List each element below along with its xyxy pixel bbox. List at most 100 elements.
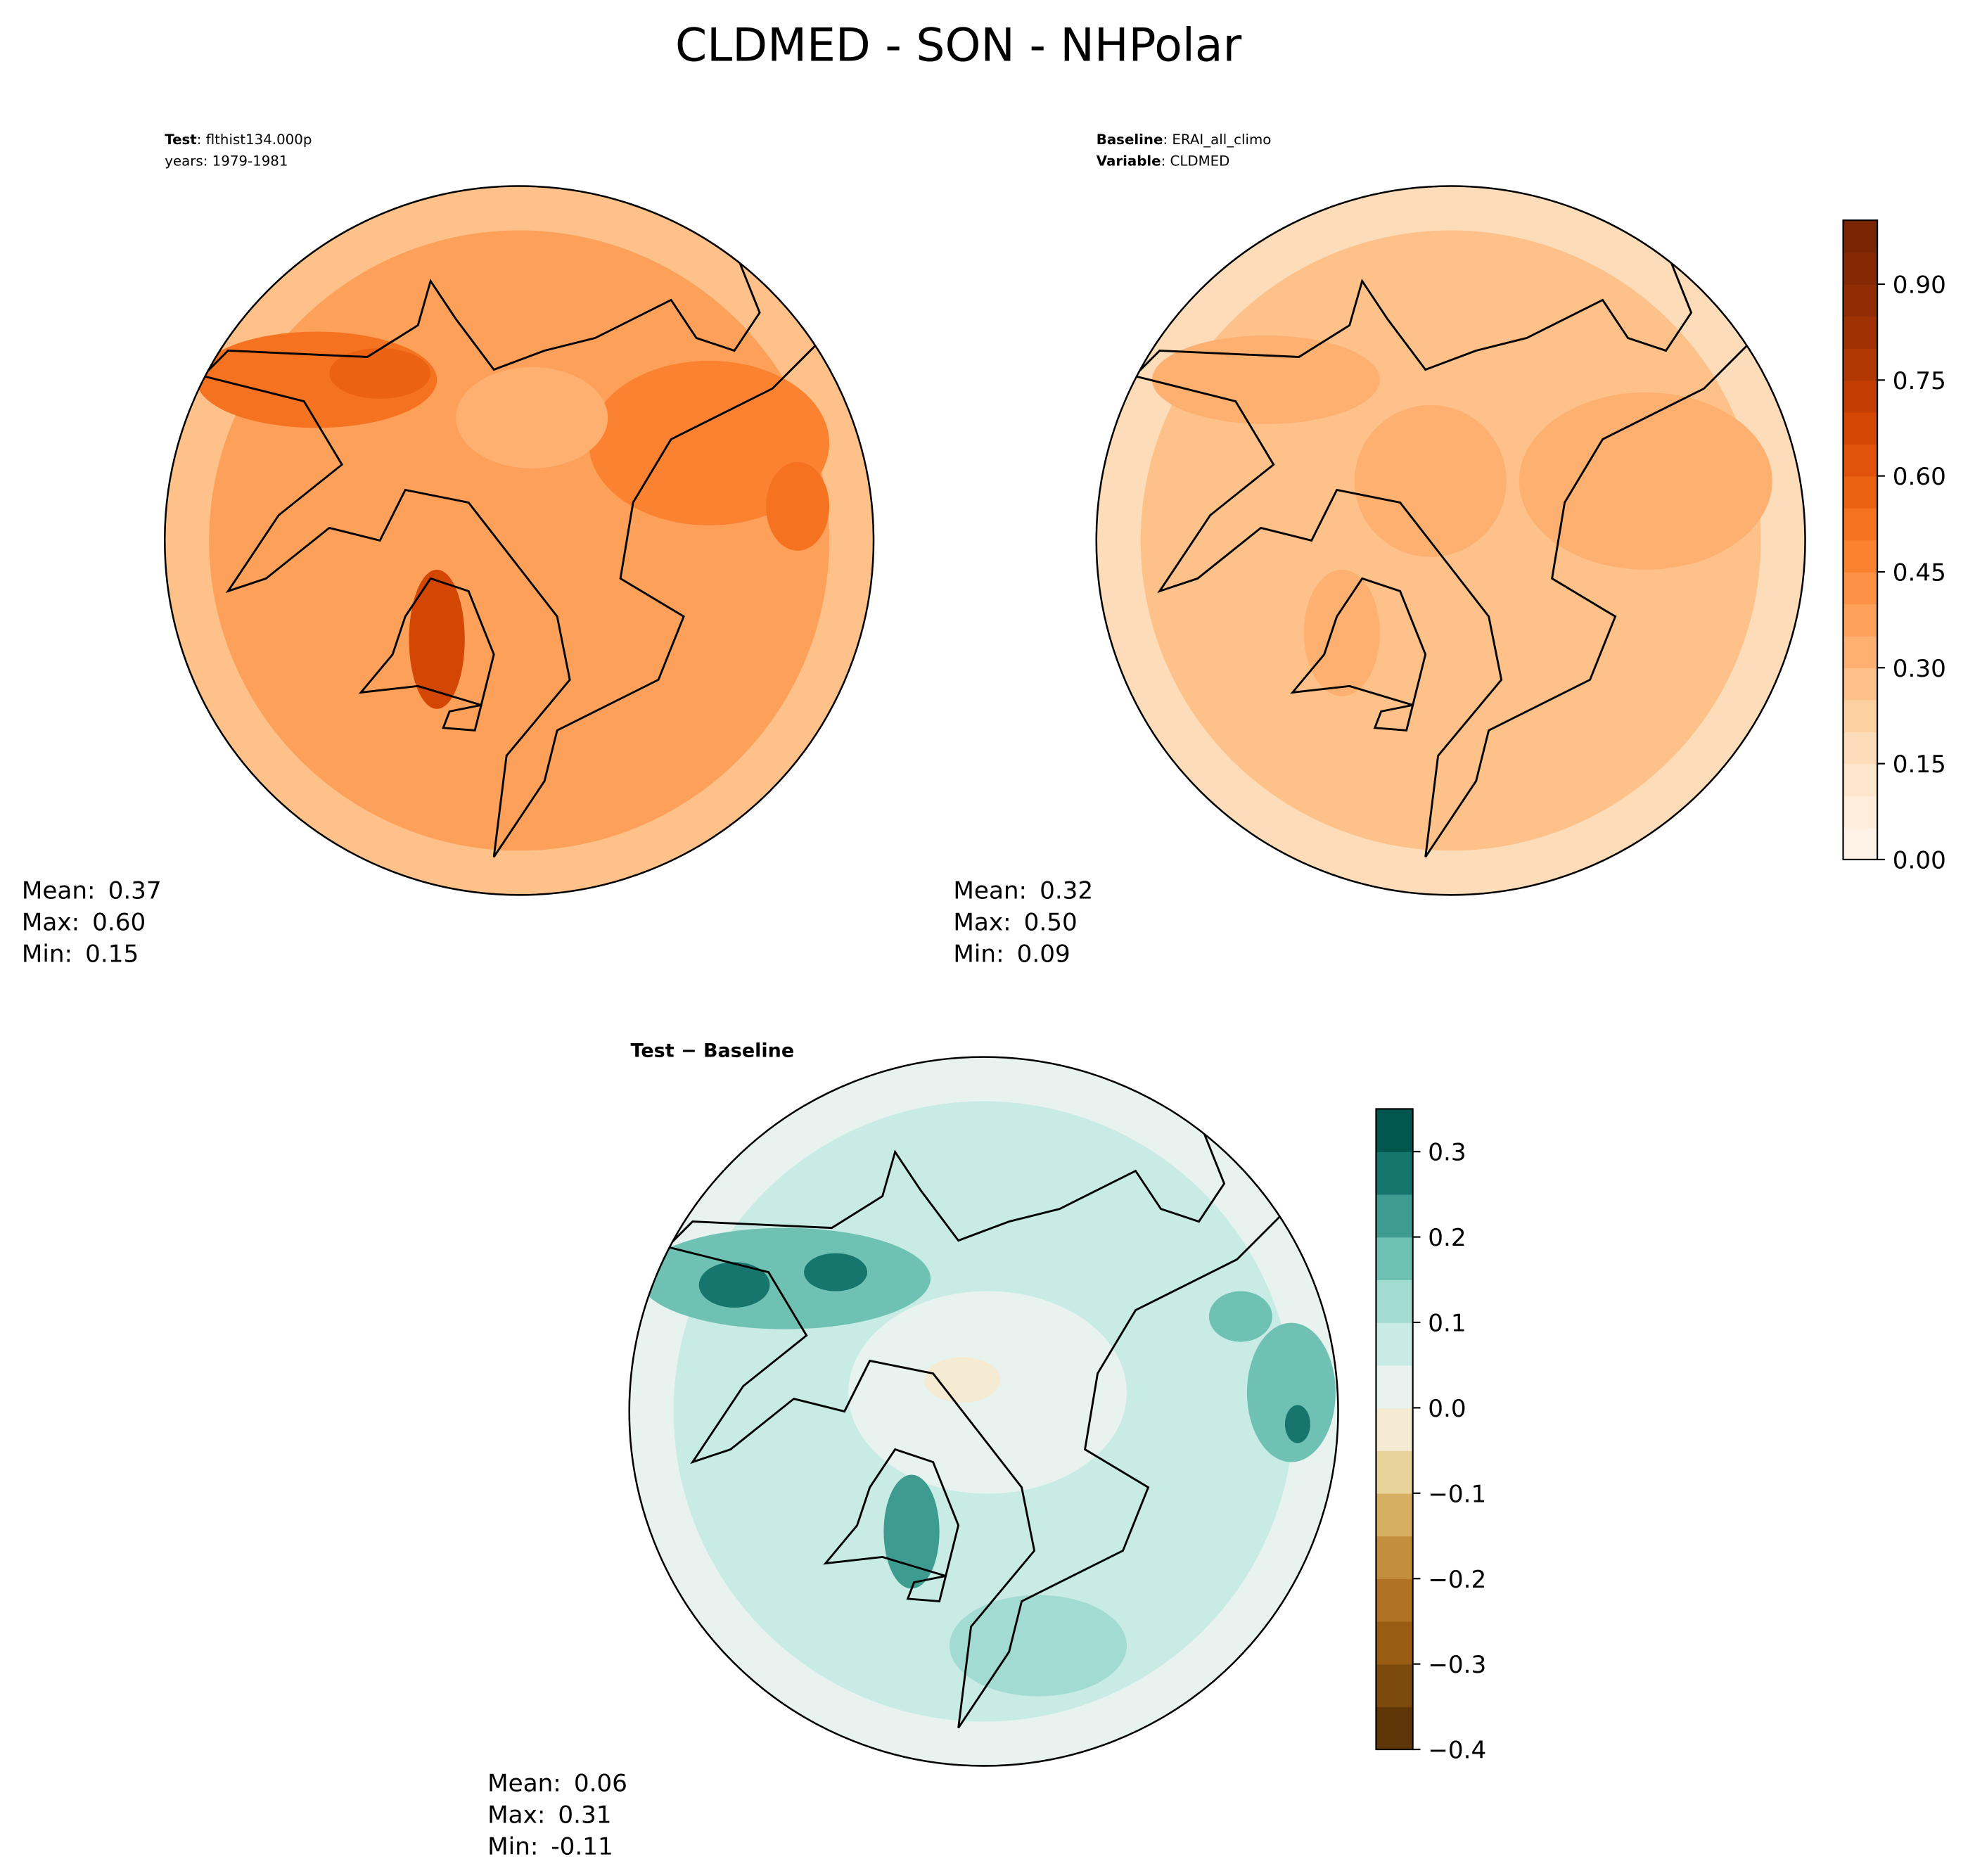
panel-header: Variable: CLDMED bbox=[1097, 153, 1230, 170]
map-boundary bbox=[1095, 185, 1806, 896]
map-boundary bbox=[628, 1056, 1339, 1767]
stat-line: Min: 0.09 bbox=[953, 940, 1070, 969]
stat-label: Mean: bbox=[487, 1769, 561, 1797]
stat-value: 0.31 bbox=[558, 1801, 611, 1829]
colorbar-frame bbox=[1375, 1108, 1414, 1751]
colorbar-tick-label: 0.15 bbox=[1893, 751, 1946, 779]
colorbar-band bbox=[1376, 1194, 1413, 1238]
panel-header: Test: flthist134.000p bbox=[165, 132, 312, 148]
map-field bbox=[209, 230, 830, 851]
stat-value: 0.06 bbox=[574, 1769, 627, 1797]
stat-value: 0.09 bbox=[1017, 940, 1070, 969]
field-contour bbox=[1246, 1322, 1336, 1462]
header-text: years: 1979-1981 bbox=[165, 153, 288, 170]
colorbar-band bbox=[1376, 1578, 1413, 1622]
field-contour bbox=[639, 1227, 931, 1329]
colorbar-band bbox=[1376, 1536, 1413, 1579]
colorbar-band bbox=[1376, 1151, 1413, 1195]
colorbar-band bbox=[1843, 284, 1878, 317]
coastline bbox=[906, 1574, 947, 1603]
field-contour bbox=[1208, 1291, 1272, 1342]
map bbox=[629, 1057, 1338, 1766]
colorbar-frame bbox=[1842, 219, 1879, 861]
coastline bbox=[200, 248, 863, 858]
field-contour bbox=[766, 461, 830, 551]
stat-line: Max: 0.50 bbox=[953, 909, 1077, 937]
field-contour bbox=[950, 1595, 1127, 1697]
stat-value: 0.15 bbox=[85, 940, 139, 969]
stat-label: Mean: bbox=[953, 877, 1027, 905]
colorbar-band bbox=[1843, 476, 1878, 509]
panel-header: Test − Baseline bbox=[631, 1040, 795, 1062]
colorbar-tick-label: 0.60 bbox=[1893, 463, 1946, 491]
stat-line: Min: -0.11 bbox=[487, 1832, 613, 1861]
colorbar-band bbox=[1376, 1280, 1413, 1323]
colorbar-band bbox=[1843, 508, 1878, 541]
field-contour bbox=[456, 366, 608, 468]
colorbar-tick-label: 0.75 bbox=[1893, 367, 1946, 395]
field-contour bbox=[1151, 335, 1380, 424]
colorbar-tick-label: −0.2 bbox=[1428, 1566, 1486, 1594]
stat-value: 0.37 bbox=[108, 877, 162, 905]
stat-label: Max: bbox=[953, 909, 1011, 937]
figure-title: CLDMED - SON - NHPolar bbox=[675, 19, 1242, 72]
header-text: : CLDMED bbox=[1161, 153, 1230, 170]
field-contour bbox=[1303, 569, 1380, 696]
stat-label: Min: bbox=[22, 940, 72, 969]
colorbar-tick-label: −0.1 bbox=[1428, 1480, 1486, 1508]
field-contour bbox=[329, 347, 431, 399]
colorbar-tick-label: 0.0 bbox=[1428, 1395, 1466, 1423]
header-text: : ERAI_all_climo bbox=[1163, 132, 1271, 148]
stat-value: -0.11 bbox=[551, 1832, 613, 1861]
header-label: Variable bbox=[1097, 153, 1161, 170]
field-contour bbox=[1519, 392, 1772, 570]
colorbar-band bbox=[1376, 1621, 1413, 1665]
colorbar-band bbox=[1843, 668, 1878, 701]
colorbar-band bbox=[1843, 635, 1878, 669]
colorbar-tick-label: −0.3 bbox=[1428, 1651, 1486, 1679]
stat-label: Min: bbox=[953, 940, 1004, 969]
coastline bbox=[442, 703, 483, 732]
field-contour bbox=[1284, 1405, 1310, 1443]
stat-line: Mean: 0.32 bbox=[953, 877, 1093, 905]
header-label: Test bbox=[165, 132, 197, 148]
colorbar-band bbox=[1843, 316, 1878, 349]
coastline bbox=[358, 577, 495, 707]
colorbar-band bbox=[1843, 411, 1878, 445]
header-label: Test − Baseline bbox=[631, 1040, 795, 1062]
stat-line: Max: 0.31 bbox=[487, 1801, 611, 1829]
field-contour bbox=[698, 1262, 770, 1308]
colorbar-band bbox=[1843, 732, 1878, 765]
colorbar-tick-label: 0.2 bbox=[1428, 1224, 1466, 1252]
colorbar-band bbox=[1843, 827, 1878, 860]
stat-line: Min: 0.15 bbox=[22, 940, 139, 969]
colorbar-band bbox=[1376, 1664, 1413, 1708]
field-contour bbox=[589, 360, 830, 525]
colorbar-tick-label: 0.3 bbox=[1428, 1139, 1466, 1167]
coastline bbox=[1373, 703, 1414, 732]
field-contour bbox=[804, 1253, 868, 1291]
colorbar-band bbox=[1376, 1408, 1413, 1451]
panel-header: Baseline: ERAI_all_climo bbox=[1097, 132, 1272, 148]
colorbar-tick-label: −0.4 bbox=[1428, 1737, 1486, 1765]
colorbar-tick-label: 0.90 bbox=[1893, 272, 1946, 300]
colorbar-band bbox=[1376, 1109, 1413, 1152]
map bbox=[1096, 186, 1805, 895]
header-label: Baseline bbox=[1097, 132, 1163, 148]
colorbar-band bbox=[1376, 1493, 1413, 1537]
colorbar-band bbox=[1843, 796, 1878, 829]
colorbar-band bbox=[1376, 1706, 1413, 1750]
field-contour bbox=[1354, 404, 1507, 557]
coastline bbox=[1132, 248, 1794, 858]
field-contour bbox=[883, 1474, 940, 1589]
stat-line: Max: 0.60 bbox=[22, 909, 146, 937]
colorbar-tick-label: 0.45 bbox=[1893, 559, 1946, 587]
colorbar-band bbox=[1843, 763, 1878, 796]
map bbox=[165, 186, 874, 895]
field-contour bbox=[409, 569, 465, 709]
stat-label: Max: bbox=[22, 909, 79, 937]
stat-line: Mean: 0.06 bbox=[487, 1769, 627, 1797]
coastline bbox=[665, 1118, 1327, 1729]
panel-header: years: 1979-1981 bbox=[165, 153, 288, 170]
